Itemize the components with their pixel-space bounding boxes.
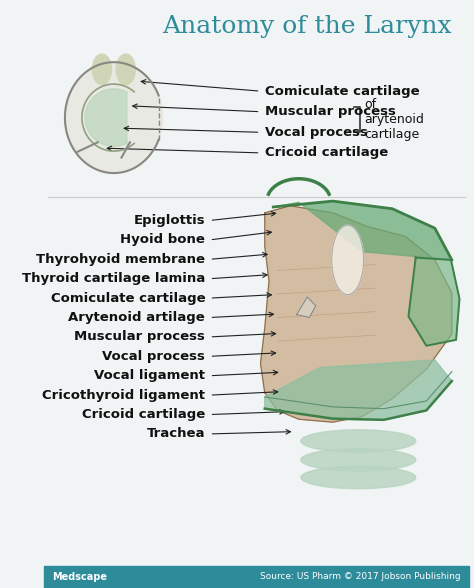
Ellipse shape <box>301 466 416 489</box>
Text: Vocal process: Vocal process <box>102 350 205 363</box>
Text: Comiculate cartilage: Comiculate cartilage <box>51 292 205 305</box>
Polygon shape <box>409 258 459 346</box>
Text: Comiculate cartilage: Comiculate cartilage <box>265 85 419 98</box>
Bar <box>44 566 469 588</box>
Text: Trachea: Trachea <box>147 427 205 440</box>
Text: Hyoid bone: Hyoid bone <box>120 233 205 246</box>
Polygon shape <box>265 360 452 420</box>
Polygon shape <box>273 201 452 260</box>
Text: Cricoid cartilage: Cricoid cartilage <box>82 408 205 421</box>
Text: Epiglottis: Epiglottis <box>134 214 205 227</box>
Ellipse shape <box>332 225 364 295</box>
Text: Thyroid cartilage lamina: Thyroid cartilage lamina <box>22 272 205 285</box>
Text: Source: US Pharm © 2017 Jobson Publishing: Source: US Pharm © 2017 Jobson Publishin… <box>260 572 460 582</box>
Polygon shape <box>85 89 127 150</box>
Polygon shape <box>297 297 316 318</box>
Text: of
arytenoid
cartilage: of arytenoid cartilage <box>365 98 425 141</box>
Text: Vocal process: Vocal process <box>265 126 368 139</box>
Text: Vocal ligament: Vocal ligament <box>94 369 205 382</box>
Polygon shape <box>65 62 163 173</box>
Text: Muscular process: Muscular process <box>74 330 205 343</box>
Text: Muscular process: Muscular process <box>265 105 396 118</box>
Ellipse shape <box>92 54 111 85</box>
Text: Cricoid cartilage: Cricoid cartilage <box>265 146 388 159</box>
Polygon shape <box>261 206 452 422</box>
Text: Thyrohyoid membrane: Thyrohyoid membrane <box>36 253 205 266</box>
Text: Medscape: Medscape <box>52 572 107 582</box>
Ellipse shape <box>116 54 135 85</box>
Text: Anatomy of the Larynx: Anatomy of the Larynx <box>163 15 452 38</box>
Ellipse shape <box>301 449 416 471</box>
Text: Cricothyroid ligament: Cricothyroid ligament <box>42 389 205 402</box>
Text: Arytenoid artilage: Arytenoid artilage <box>68 311 205 324</box>
Ellipse shape <box>301 430 416 452</box>
